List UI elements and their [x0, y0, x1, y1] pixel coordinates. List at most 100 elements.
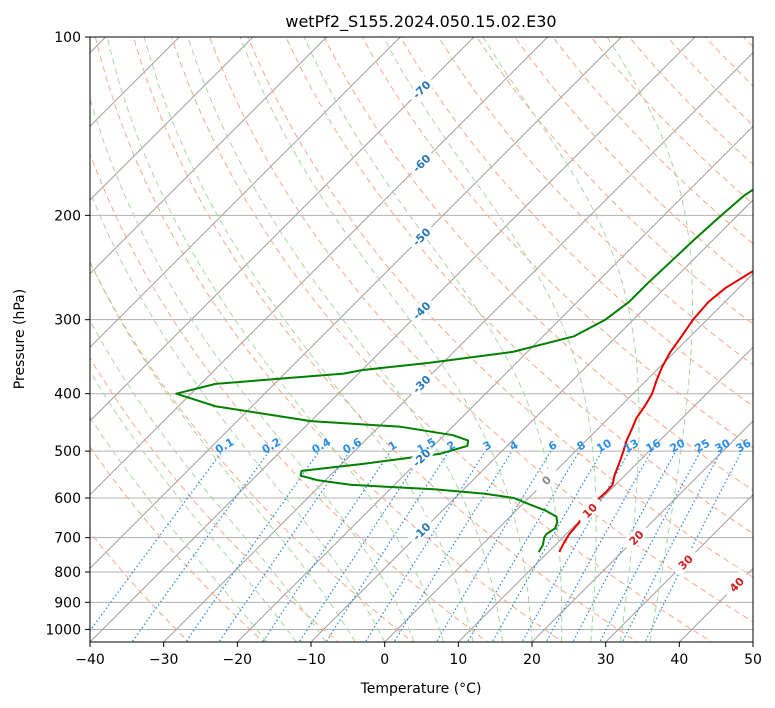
isotherm-label-bg: [406, 74, 436, 104]
mixing-ratio-line: [466, 450, 580, 642]
moist-adiabat: [90, 260, 356, 642]
mixing-ratio-line: [325, 450, 450, 642]
mixing-ratio-line: [262, 450, 392, 642]
dry-adiabat: [285, 37, 753, 535]
mixing-ratio-line: [364, 450, 486, 642]
mixing-ratio-line: [131, 450, 270, 642]
moist-adiabat: [187, 37, 503, 642]
moist-adiabat: [606, 37, 693, 642]
mixing-ratio-label: 25: [692, 436, 712, 455]
sounding-profiles: [175, 188, 753, 553]
isotherm-line: [384, 272, 753, 642]
dry-adiabat: [90, 446, 265, 642]
moist-adiabat: [143, 37, 474, 642]
dry-adiabat: [132, 37, 638, 642]
x-tick-label: −30: [149, 652, 179, 668]
isotherm-line: [90, 37, 475, 422]
isotherm-line: [90, 37, 622, 570]
x-tick-label: −20: [223, 652, 253, 668]
isotherm-label-bg: [531, 465, 561, 495]
moist-adiabat: [90, 319, 327, 642]
dry-adiabat: [743, 37, 753, 48]
mixing-ratio-label: 36: [734, 436, 754, 455]
mixing-ratio-line: [621, 450, 722, 642]
mixing-ratio-label: 30: [713, 436, 733, 455]
x-tick-label: 50: [744, 652, 762, 668]
temperature-profile-line: [558, 270, 753, 553]
mixing-ratio-line: [599, 450, 702, 642]
y-tick-label: 200: [54, 208, 81, 224]
x-tick-label: 30: [597, 652, 615, 668]
x-tick-label: −40: [75, 652, 105, 668]
dry-adiabat: [247, 37, 753, 578]
isotherm-line: [90, 37, 401, 349]
dry-adiabat: [90, 356, 339, 642]
dry-adiabat: [209, 37, 753, 623]
dry-adiabat: [323, 37, 753, 491]
y-tick-label: 1000: [45, 622, 81, 638]
x-tick-label: 10: [449, 652, 467, 668]
moist-adiabat: [239, 37, 533, 642]
mixing-ratio-line: [572, 450, 677, 642]
mixing-ratio-line: [90, 450, 223, 632]
moist-adiabat: [106, 37, 445, 642]
dry-adiabat: [514, 37, 753, 285]
dry-adiabat: [590, 37, 753, 205]
mixing-ratio-line: [644, 450, 743, 642]
isotherm-line: [605, 493, 753, 642]
y-tick-label: 700: [54, 531, 81, 547]
moist-adiabat: [303, 37, 563, 642]
mixing-ratio-line: [435, 450, 552, 642]
isotherm-label-bg: [406, 369, 436, 399]
isotherm-line: [90, 37, 254, 201]
axes: −40 −30 −20 −10 0 10 20 30 40 50 100 200 300 400 500 60…: [45, 30, 762, 668]
isotherm-label-bg: [406, 442, 436, 472]
dry-adiabat: [90, 152, 489, 642]
x-tick-label: 40: [670, 652, 688, 668]
isotherm-line: [236, 125, 753, 642]
isotherm-label-bg: [621, 522, 651, 552]
mixing-ratio-label: 0.6: [340, 435, 364, 456]
isotherm-label-bg: [670, 547, 700, 577]
dry-adiabat: [361, 37, 753, 449]
isotherm-label-bg: [721, 569, 751, 599]
dry-adiabat: [552, 37, 753, 245]
isotherm-label-bg: [574, 495, 604, 525]
isotherm-line: [163, 51, 753, 642]
background-lines: [0, 37, 753, 644]
isotherm-line: [310, 199, 753, 642]
y-tick-label: 100: [54, 30, 81, 46]
chart-title: wetPf2_S155.2024.050.15.02.E30: [285, 12, 556, 32]
moist-adiabat: [90, 416, 268, 642]
y-tick-label: 800: [54, 565, 81, 581]
moist-adiabat: [90, 370, 297, 642]
isotherm-label-bg: [406, 295, 436, 325]
isotherm-line: [90, 37, 696, 642]
dry-adiabat: [94, 37, 564, 642]
y-tick-label: 400: [54, 387, 81, 403]
mixing-ratio-label: 0.4: [310, 435, 334, 456]
isotherm-label-bg: [406, 516, 436, 546]
moist-adiabat: [90, 96, 415, 642]
dry-adiabat: [437, 37, 753, 366]
theta-curve: [0, 37, 10, 644]
y-tick-label: 900: [54, 595, 81, 611]
moist-adiabat: [382, 37, 597, 642]
isotherm-line: [752, 641, 753, 642]
y-tick-label: 500: [54, 444, 81, 460]
mixing-ratio-label: 0.1: [213, 435, 236, 456]
mixing-ratio-label: 10: [594, 436, 614, 455]
isotherm-label-bg: [406, 148, 436, 178]
isotherm-label-bg: [406, 221, 436, 251]
x-tick-label: −10: [296, 652, 326, 668]
x-tick-label: 20: [523, 652, 541, 668]
mixing-ratio-label: 20: [668, 436, 688, 455]
dry-adiabat: [171, 37, 713, 642]
moist-adiabat: [482, 37, 640, 642]
mixing-ratio-line: [393, 450, 513, 642]
x-tick-label: 0: [380, 652, 389, 668]
dry-adiabat: [90, 531, 190, 642]
isotherm-line: [457, 346, 753, 642]
dry-adiabat: [476, 37, 753, 325]
